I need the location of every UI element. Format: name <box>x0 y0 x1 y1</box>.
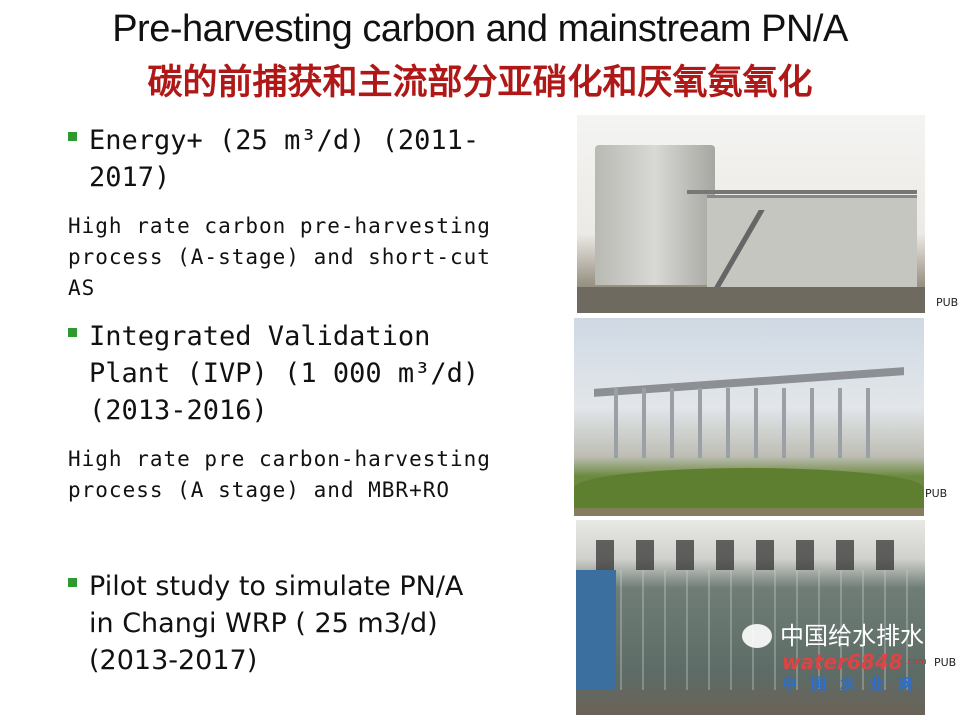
watermark-brand: water6848 <box>782 650 903 674</box>
photo-energy-plus-plant <box>577 115 925 313</box>
bullet-square-icon <box>68 328 77 337</box>
description-line: High rate pre carbon-harvesting <box>68 447 491 471</box>
watermark-text: 中国给水排水 <box>780 622 924 650</box>
watermark-logo: 中国给水排水 water6848 .com 中国水业网 <box>742 622 927 694</box>
description-ivp: High rate pre carbon-harvesting process … <box>68 444 491 506</box>
photo-ivp-plant <box>574 318 924 516</box>
description-energy-plus: High rate carbon pre-harvesting process … <box>68 211 491 304</box>
heading-line: 2017) <box>89 162 171 193</box>
heading-line: (2013-2017) <box>89 645 258 676</box>
slide-subtitle-chinese: 碳的前捕获和主流部分亚硝化和厌氧氨氧化 <box>147 63 813 103</box>
heading-line: Energy+ (25 m³/d) (2011- <box>89 125 480 156</box>
photo-credit: PUB <box>936 296 959 309</box>
bullet-pilot-study: Pilot study to simulate PN/A in Changi WR… <box>68 568 463 679</box>
heading-line: (2013-2016) <box>89 395 268 426</box>
bullet-square-icon <box>68 132 77 141</box>
heading-line: Plant (IVP) (1 000 m³/d) <box>89 358 480 389</box>
watermark-domain: .com <box>904 657 927 667</box>
bullet-square-icon <box>68 578 77 587</box>
heading-line: Pilot study to simulate PN/A <box>89 571 464 602</box>
description-line: process (A-stage) and short-cut <box>68 245 491 269</box>
photo-credit: PUB <box>925 487 948 500</box>
heading-line: Integrated Validation <box>89 321 431 352</box>
description-line: process (A stage) and MBR+RO <box>68 478 451 502</box>
photo-credit: PUB <box>934 656 957 669</box>
slide-title: Pre-harvesting carbon and mainstream PN/… <box>112 8 848 50</box>
photo-changi-pilot <box>576 520 925 715</box>
wechat-icon <box>742 624 772 648</box>
bullet-ivp: Integrated Validation Plant (IVP) (1 000 … <box>68 318 479 429</box>
heading-line: in Changi WRP ( 25 m3/d) <box>89 608 438 639</box>
watermark-text-2: 中国水业网 <box>782 675 928 693</box>
bullet-energy-plus: Energy+ (25 m³/d) (2011- 2017) <box>68 122 479 196</box>
description-line: AS <box>68 276 96 300</box>
description-line: High rate carbon pre-harvesting <box>68 214 491 238</box>
